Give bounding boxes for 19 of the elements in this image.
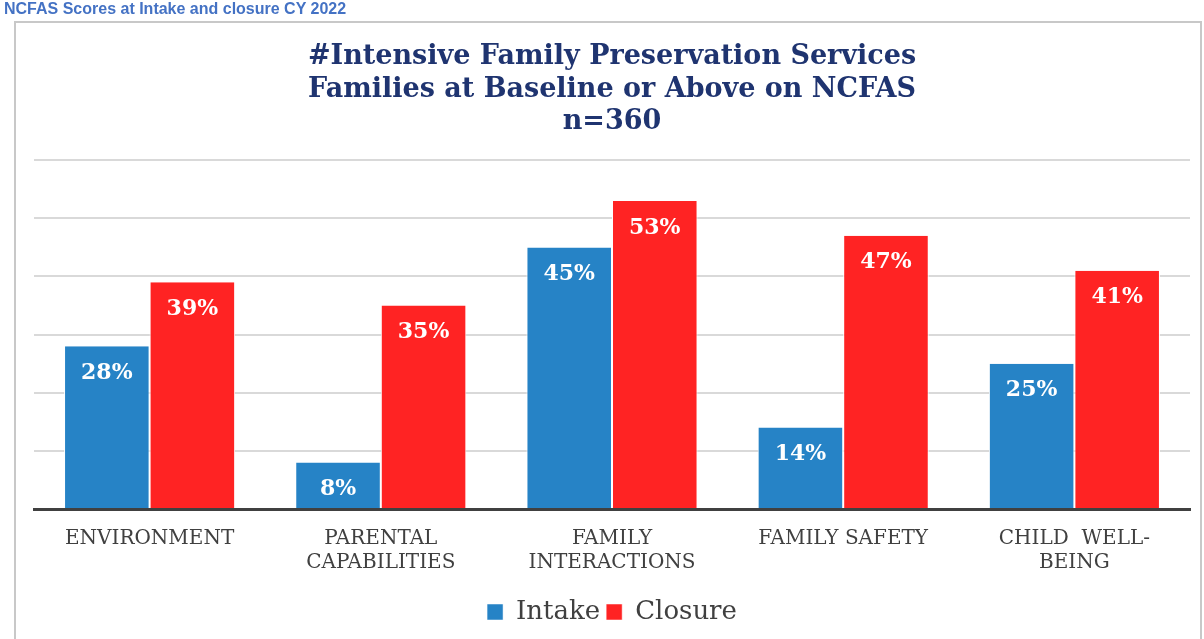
data-label: 14%: [774, 439, 827, 466]
data-label: 28%: [81, 357, 133, 384]
x-tick-label: ENVIRONMENT: [64, 525, 235, 550]
x-tick-label: PARENTAL CAPABILITIES: [306, 525, 456, 574]
data-label: 45%: [543, 259, 596, 286]
x-tick-label: FAMILY SAFETY: [758, 525, 929, 550]
legend-label: Closure: [635, 594, 737, 625]
chart-title: #Intensive Family Preservation Services Families at Baseline or Above on NCFAS n=360: [307, 39, 917, 136]
x-tick-label: FAMILY INTERACTIONS: [528, 525, 696, 574]
legend-label: Intake: [516, 594, 601, 625]
data-label: 53%: [629, 212, 681, 239]
data-label: 41%: [1091, 282, 1144, 309]
data-label: 35%: [397, 317, 450, 344]
data-label: 39%: [166, 294, 219, 320]
data-label: 8%: [319, 474, 357, 501]
data-label: 25%: [1005, 375, 1058, 402]
x-tick-label: CHILD WELL- BEING: [998, 525, 1150, 574]
text: NCFAS Scores at Intake and closure CY 2022: [4, 0, 347, 18]
data-label: 47%: [860, 247, 912, 274]
